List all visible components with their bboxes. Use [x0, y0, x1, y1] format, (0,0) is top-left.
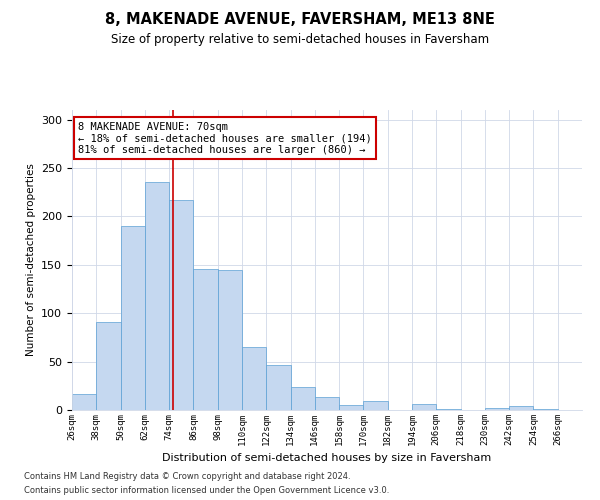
Bar	[266, 364, 290, 410]
Bar	[412, 404, 436, 410]
Bar	[533, 409, 558, 410]
Text: Size of property relative to semi-detached houses in Faversham: Size of property relative to semi-detach…	[111, 32, 489, 46]
Bar	[193, 268, 218, 410]
Bar	[339, 405, 364, 410]
Bar	[96, 322, 121, 410]
Bar	[436, 409, 461, 410]
Bar	[169, 200, 193, 410]
X-axis label: Distribution of semi-detached houses by size in Faversham: Distribution of semi-detached houses by …	[163, 454, 491, 464]
Bar	[485, 408, 509, 410]
Bar	[242, 347, 266, 410]
Text: 8, MAKENADE AVENUE, FAVERSHAM, ME13 8NE: 8, MAKENADE AVENUE, FAVERSHAM, ME13 8NE	[105, 12, 495, 28]
Bar	[121, 226, 145, 410]
Bar	[145, 182, 169, 410]
Bar	[315, 398, 339, 410]
Text: Contains public sector information licensed under the Open Government Licence v3: Contains public sector information licen…	[24, 486, 389, 495]
Bar	[509, 406, 533, 410]
Text: Contains HM Land Registry data © Crown copyright and database right 2024.: Contains HM Land Registry data © Crown c…	[24, 472, 350, 481]
Bar	[218, 270, 242, 410]
Text: 8 MAKENADE AVENUE: 70sqm
← 18% of semi-detached houses are smaller (194)
81% of : 8 MAKENADE AVENUE: 70sqm ← 18% of semi-d…	[78, 122, 372, 155]
Y-axis label: Number of semi-detached properties: Number of semi-detached properties	[26, 164, 35, 356]
Bar	[364, 402, 388, 410]
Bar	[72, 394, 96, 410]
Bar	[290, 387, 315, 410]
